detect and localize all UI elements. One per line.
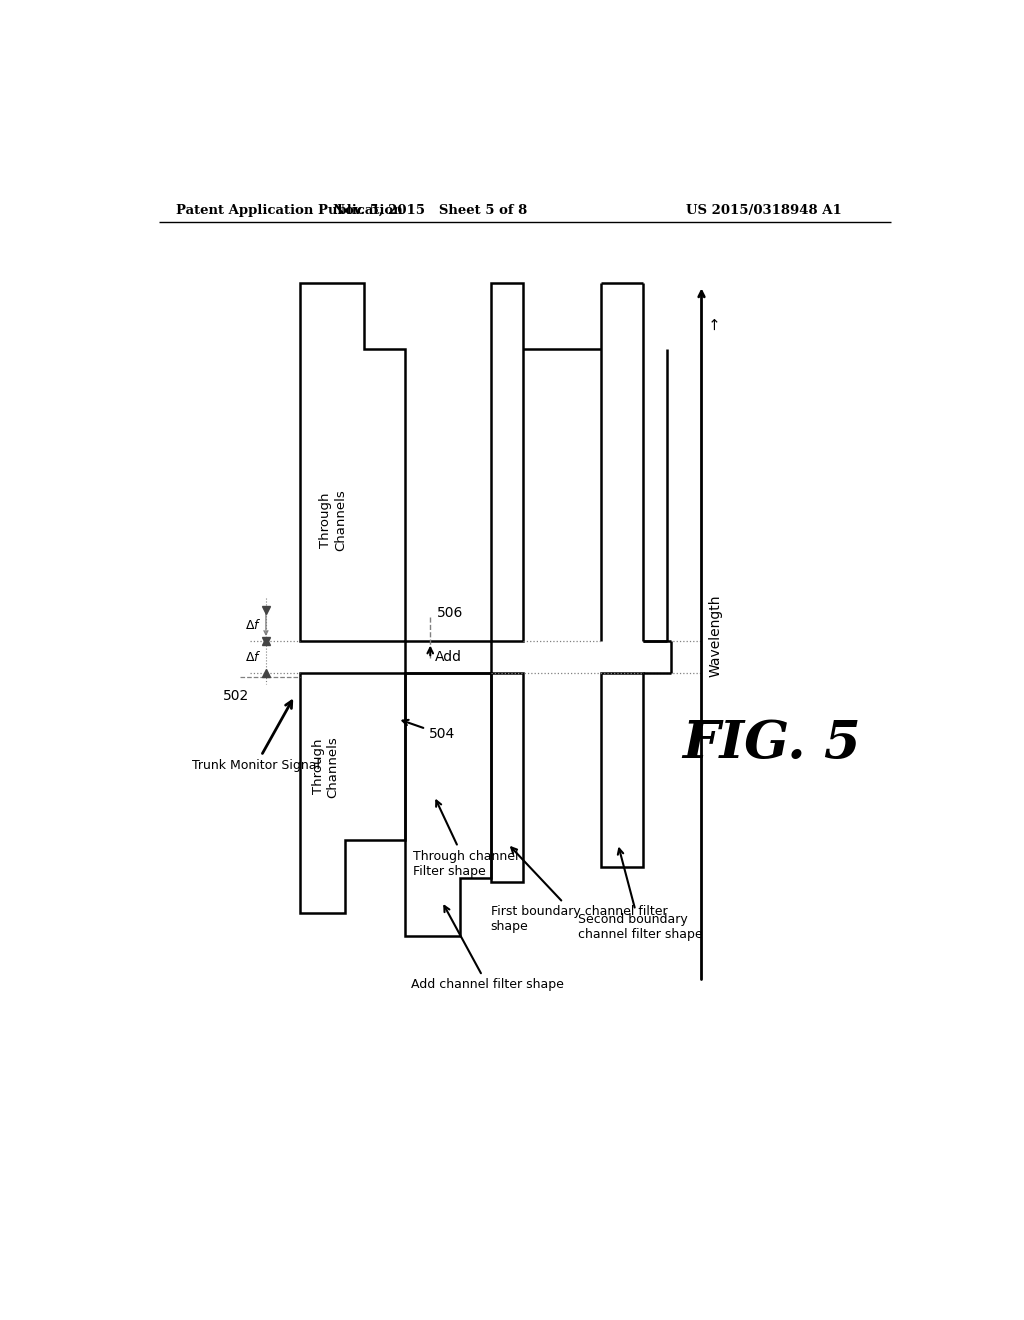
Text: Second boundary
channel filter shape: Second boundary channel filter shape (578, 849, 702, 941)
Text: Trunk Monitor Signal: Trunk Monitor Signal (191, 701, 319, 772)
Text: 504: 504 (402, 719, 455, 742)
Text: $\Delta f$: $\Delta f$ (245, 649, 261, 664)
Text: Wavelength: Wavelength (709, 594, 723, 677)
Text: Through
Channels: Through Channels (319, 490, 347, 552)
Text: Add channel filter shape: Add channel filter shape (411, 906, 564, 991)
Text: FIG. 5: FIG. 5 (682, 718, 860, 770)
Text: 506: 506 (436, 606, 463, 619)
Text: Through
Channels: Through Channels (311, 735, 340, 797)
Text: First boundary channel filter
shape: First boundary channel filter shape (490, 847, 668, 933)
Text: Nov. 5, 2015   Sheet 5 of 8: Nov. 5, 2015 Sheet 5 of 8 (333, 205, 527, 218)
Text: Through channel
Filter shape: Through channel Filter shape (414, 801, 519, 878)
Text: →: → (708, 318, 723, 330)
Text: $\Delta f$: $\Delta f$ (245, 618, 261, 632)
Text: Add: Add (434, 649, 462, 664)
Text: Patent Application Publication: Patent Application Publication (176, 205, 402, 218)
Text: 502: 502 (223, 689, 250, 702)
Text: US 2015/0318948 A1: US 2015/0318948 A1 (686, 205, 842, 218)
